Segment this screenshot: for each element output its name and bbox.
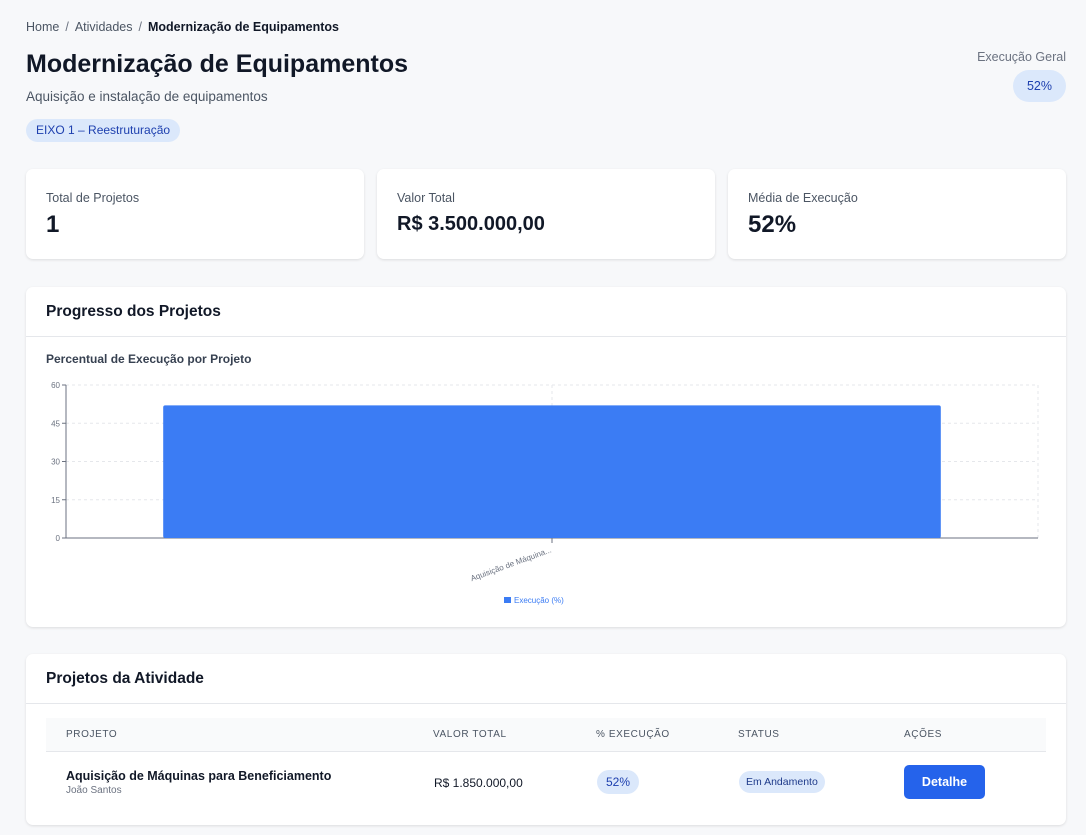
column-header-valor[interactable]: VALOR TOTAL	[433, 729, 507, 740]
project-name[interactable]: Aquisição de Máquinas para Beneficiament…	[66, 769, 332, 783]
project-cell: Aquisição de Máquinas para Beneficiament…	[66, 769, 331, 796]
legend-swatch	[504, 597, 511, 603]
section-title: Progresso dos Projetos	[46, 303, 221, 320]
y-tick-label: 60	[51, 381, 60, 390]
status-badge: Em Andamento	[739, 771, 825, 793]
project-actions-cell: Detalhe	[904, 765, 985, 799]
execution-bar-chart: 0 15 30 45 60 Aquisição de Máquina... Execução…	[51, 381, 1039, 605]
y-tick-label: 15	[51, 496, 60, 505]
column-header-execucao[interactable]: % EXECUÇÃO	[596, 729, 670, 740]
section-divider	[26, 336, 1066, 337]
detalhe-button[interactable]: Detalhe	[904, 765, 985, 799]
breadcrumb-current: Modernização de Equipamentos	[148, 20, 340, 34]
stat-card-valor-total: Valor Total R$ 3.500.000,00	[377, 169, 715, 259]
project-execucao-cell: 52%	[597, 770, 639, 794]
stat-value: 1	[46, 211, 60, 238]
project-owner: João Santos	[66, 785, 122, 796]
bar	[163, 405, 941, 538]
stat-value: R$ 3.500.000,00	[397, 213, 545, 235]
column-header-acoes: AÇÕES	[904, 729, 943, 740]
stat-label: Média de Execução	[748, 191, 858, 205]
y-tick-label: 45	[51, 419, 60, 428]
breadcrumb-separator: /	[65, 20, 69, 34]
stat-value: 52%	[748, 211, 797, 238]
stat-label: Valor Total	[397, 191, 455, 205]
column-header-status[interactable]: STATUS	[738, 729, 780, 740]
execucao-badge: 52%	[597, 770, 639, 794]
breadcrumb-atividades[interactable]: Atividades	[74, 20, 133, 34]
page-subtitle: Aquisição e instalação de equipamentos	[26, 89, 268, 104]
execucao-geral: Execução Geral 52%	[977, 50, 1066, 102]
page-title: Modernização de Equipamentos	[26, 50, 409, 78]
table-header: PROJETO VALOR TOTAL % EXECUÇÃO STATUS AÇ…	[46, 718, 1046, 752]
stat-label: Total de Projetos	[46, 191, 140, 205]
breadcrumb: Home / Atividades / Modernização de Equi…	[26, 20, 339, 34]
section-title: Projetos da Atividade	[46, 670, 204, 687]
stat-card-total-projetos: Total de Projetos 1	[26, 169, 364, 259]
x-tick-label: Aquisição de Máquina...	[469, 545, 552, 583]
legend-label: Execução (%)	[514, 596, 564, 605]
section-divider	[26, 703, 1066, 704]
projects-section: Projetos da Atividade PROJETO VALOR TOTA…	[26, 654, 1066, 825]
eixo-badge: EIXO 1 – Reestruturação	[26, 119, 181, 142]
progress-section: Progresso dos Projetos Percentual de Exe…	[26, 287, 1066, 627]
breadcrumb-home[interactable]: Home	[26, 20, 60, 34]
y-tick-label: 0	[56, 534, 61, 543]
y-tick-label: 30	[51, 458, 60, 467]
project-valor: R$ 1.850.000,00	[434, 776, 523, 790]
chart-heading: Percentual de Execução por Projeto	[46, 352, 252, 366]
project-status-cell: Em Andamento	[739, 771, 825, 793]
stat-card-media-execucao: Média de Execução 52%	[728, 169, 1066, 259]
execucao-geral-label: Execução Geral	[977, 50, 1066, 64]
column-header-projeto[interactable]: PROJETO	[66, 729, 118, 740]
execucao-geral-badge: 52%	[1013, 70, 1066, 102]
breadcrumb-separator: /	[138, 20, 142, 34]
